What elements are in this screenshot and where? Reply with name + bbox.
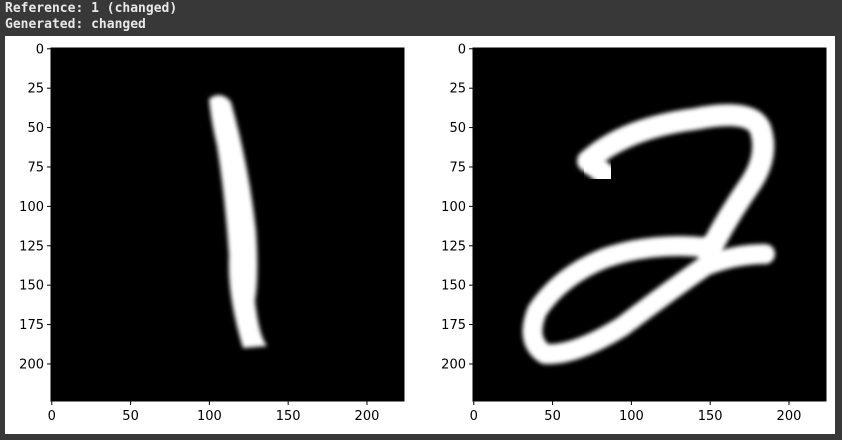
left-y-tick-label: 25	[27, 82, 44, 97]
left-digit-stroke	[209, 95, 267, 348]
right-image-background	[473, 48, 826, 401]
right-y-tick-label: 75	[449, 160, 466, 175]
right-image-panel: 0 25 50 75 100 125 150 175 200 0 50 100 150 200	[441, 42, 827, 424]
right-digit-loop-stroke	[522, 235, 775, 365]
figure-output: 0 25 50 75 100 125 150 175 200 0 50 100 150 200 0 25 50…	[5, 36, 835, 434]
right-y-tick-label: 50	[449, 121, 466, 136]
left-x-tick-label: 100	[197, 409, 222, 424]
right-y-tick-label: 200	[441, 357, 466, 372]
left-x-tick-label: 200	[355, 409, 380, 424]
right-x-tick-label: 200	[777, 409, 802, 424]
left-y-tick-label: 125	[19, 239, 44, 254]
right-y-tick-label: 125	[441, 239, 466, 254]
right-y-tick-label: 100	[441, 200, 466, 215]
left-x-tick-label: 0	[48, 409, 56, 424]
left-y-tick-label: 100	[19, 200, 44, 215]
right-digit-top-stroke	[577, 104, 775, 262]
left-axes-frame	[50, 47, 405, 402]
generated-line: Generated: changed	[5, 17, 146, 32]
left-y-tick-label: 75	[27, 160, 44, 175]
left-image-panel: 0 25 50 75 100 125 150 175 200 0 50 100 150 200	[19, 42, 405, 424]
right-digit-hook-stroke	[577, 150, 618, 187]
right-x-tick-label: 150	[698, 409, 723, 424]
right-x-tick-label: 100	[619, 409, 644, 424]
reference-line: Reference: 1 (changed)	[5, 1, 178, 16]
right-y-tick-label: 150	[441, 279, 466, 294]
right-y-tick-label: 175	[441, 318, 466, 333]
right-x-tick-label: 50	[544, 409, 561, 424]
right-y-tick-label: 25	[449, 82, 466, 97]
figure-canvas: 0 25 50 75 100 125 150 175 200 0 50 100 150 200 0 25 50…	[19, 42, 827, 424]
left-y-tick-label: 0	[36, 42, 44, 57]
left-y-tick-label: 150	[19, 279, 44, 294]
left-x-tick-label: 50	[122, 409, 139, 424]
right-axes-frame	[472, 47, 827, 402]
left-y-tick-label: 50	[27, 121, 44, 136]
left-y-tick-label: 175	[19, 318, 44, 333]
right-y-tick-label: 0	[458, 42, 466, 57]
left-y-tick-label: 200	[19, 357, 44, 372]
right-x-tick-label: 0	[470, 409, 478, 424]
left-x-tick-label: 150	[276, 409, 301, 424]
console-output: Reference: 1 (changed) Generated: change…	[0, 0, 842, 34]
